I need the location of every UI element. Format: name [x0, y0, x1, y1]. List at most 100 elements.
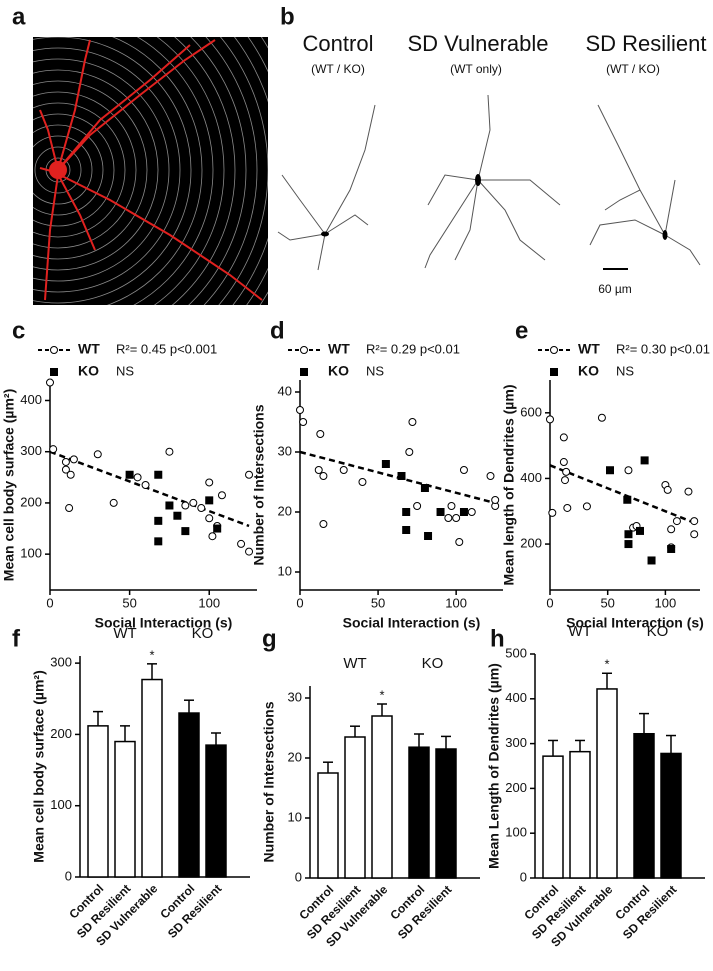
significance: * — [604, 657, 609, 672]
panel-label: e — [515, 317, 528, 344]
y-tick-label: 400 — [520, 470, 542, 485]
bar — [114, 740, 136, 878]
point — [66, 470, 75, 479]
x-tick-label: 0 — [46, 595, 53, 610]
point — [339, 466, 348, 474]
point — [125, 470, 134, 479]
point — [663, 485, 672, 494]
point — [381, 460, 390, 468]
group-label: KO — [647, 623, 669, 640]
soma — [321, 231, 329, 237]
legend-marker — [550, 368, 558, 376]
stat-annotation: NS — [616, 363, 634, 378]
point — [181, 501, 190, 510]
legend-label: WT — [78, 341, 100, 357]
y-tick-label: 300 — [50, 655, 72, 670]
ring — [33, 91, 137, 249]
point — [455, 538, 464, 546]
legend-label: WT — [578, 341, 600, 357]
neuron-image — [33, 37, 268, 305]
point — [154, 537, 163, 546]
x-axis-label: Social Interaction (s) — [95, 615, 233, 631]
y-axis-label: Number of Intersections — [261, 701, 277, 862]
fit-line — [49, 450, 250, 528]
ring — [34, 146, 82, 194]
point — [486, 472, 495, 480]
y-tick-label: 0 — [65, 868, 72, 883]
legend-marker — [550, 346, 558, 354]
x-axis-label: Social Interaction (s) — [343, 615, 481, 631]
panel-label: h — [490, 625, 505, 652]
point — [165, 501, 174, 510]
point — [408, 418, 417, 426]
point — [597, 413, 606, 422]
ring — [33, 37, 192, 304]
y-tick-label: 0 — [295, 869, 302, 884]
point — [690, 530, 699, 539]
point — [189, 498, 198, 507]
y-tick-label: 400 — [20, 392, 42, 407]
bar — [596, 688, 618, 879]
y-tick-label: 100 — [505, 825, 527, 840]
point — [546, 415, 554, 424]
group-label: KO — [192, 625, 214, 642]
legend-label: KO — [328, 363, 349, 379]
y-axis-label: Mean length of Dendrites (µm) — [501, 385, 517, 586]
panel-label: d — [270, 317, 285, 344]
point — [205, 514, 214, 523]
y-tick-label: 10 — [278, 563, 292, 578]
x-tick-label: 100 — [655, 595, 677, 610]
x-tick-label: 50 — [600, 595, 614, 610]
y-tick-label: 20 — [278, 503, 292, 518]
tracing-title: Control — [303, 31, 374, 56]
stat-annotation: NS — [116, 363, 134, 378]
stat-annotation: R²= 0.30 p<0.01 — [616, 341, 710, 356]
tracings — [277, 94, 701, 271]
y-axis-label: Mean cell body surface (µm²) — [31, 670, 47, 862]
x-tick-label: 0 — [296, 595, 303, 610]
point — [413, 502, 422, 510]
point — [316, 430, 325, 438]
bar — [87, 725, 109, 878]
bar — [205, 744, 227, 878]
point — [672, 517, 681, 526]
y-tick-label: 30 — [288, 689, 302, 704]
point — [299, 418, 308, 426]
panel-label: f — [12, 625, 21, 652]
legend-marker — [300, 346, 308, 354]
ring — [203, 37, 258, 305]
point — [548, 508, 557, 517]
legend-label: WT — [328, 341, 350, 357]
bar — [344, 736, 366, 879]
point — [667, 525, 676, 534]
point — [582, 502, 591, 511]
y-axis-label: Mean Length of Dendrites (µm) — [486, 663, 502, 869]
x-tick-label: 0 — [546, 595, 553, 610]
point — [402, 526, 411, 534]
scale-bar-label: 60 µm — [598, 282, 632, 296]
y-tick-label: 100 — [50, 797, 72, 812]
y-axis-label: Number of Intersections — [251, 404, 267, 565]
point — [181, 527, 190, 536]
ring — [106, 37, 203, 305]
point — [46, 378, 54, 387]
bar — [408, 746, 430, 879]
legend-label: KO — [578, 363, 599, 379]
bar — [317, 772, 339, 879]
bar — [141, 678, 163, 878]
panel-label: g — [262, 625, 277, 652]
y-tick-label: 10 — [288, 809, 302, 824]
bar — [660, 752, 682, 879]
point — [690, 517, 699, 526]
ring — [171, 37, 236, 305]
point — [197, 504, 206, 513]
point — [467, 508, 476, 516]
y-axis-label: Mean cell body surface (µm²) — [1, 389, 17, 581]
point — [49, 445, 58, 454]
point — [640, 456, 649, 465]
legend-marker — [50, 346, 58, 354]
point — [420, 484, 429, 492]
point — [245, 470, 254, 479]
point — [636, 526, 644, 535]
